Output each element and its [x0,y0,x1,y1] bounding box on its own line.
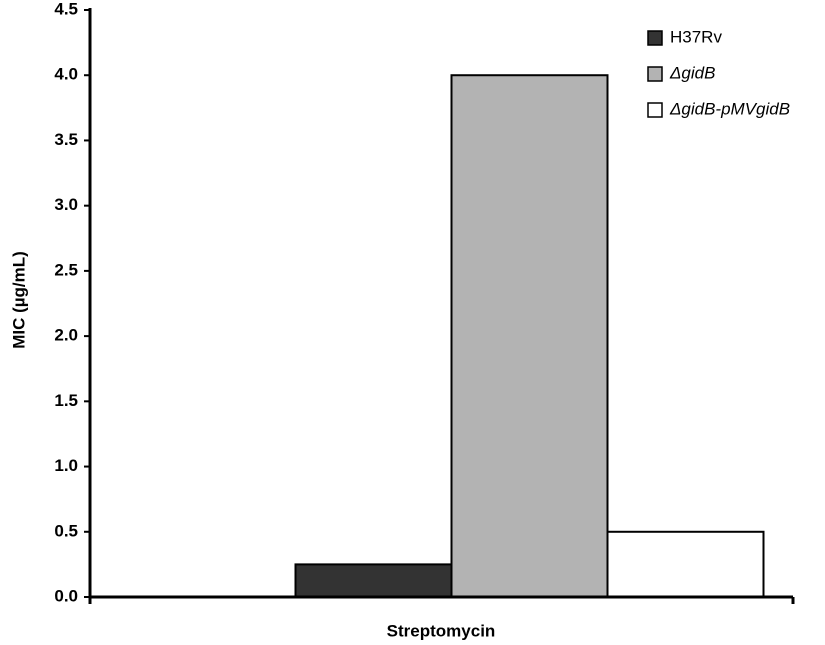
y-tick-label: 1.0 [54,456,78,475]
y-tick-label: 3.5 [54,130,78,149]
y-tick-label: 4.5 [54,0,78,18]
x-axis-label: Streptomycin [387,621,496,640]
legend-swatch [647,102,663,118]
y-tick-label: 3.0 [54,195,78,214]
bar [450,74,609,598]
legend-swatch [647,30,663,46]
legend-label: H37Rv [670,27,722,46]
y-tick-label: 0.0 [54,586,78,605]
legend-label: ΔgidB-pMVgidB [669,99,790,118]
y-tick-label: 2.0 [54,326,78,345]
legend-label: ΔgidB [669,63,715,82]
bar [294,563,453,599]
y-tick-label: 1.5 [54,391,78,410]
y-tick-label: 2.5 [54,260,78,279]
y-axis-label: MIC (µg/mL) [9,251,28,349]
bar [606,530,765,598]
y-tick-label: 4.0 [54,65,78,84]
y-tick-label: 0.5 [54,521,78,540]
legend-swatch [647,66,663,82]
